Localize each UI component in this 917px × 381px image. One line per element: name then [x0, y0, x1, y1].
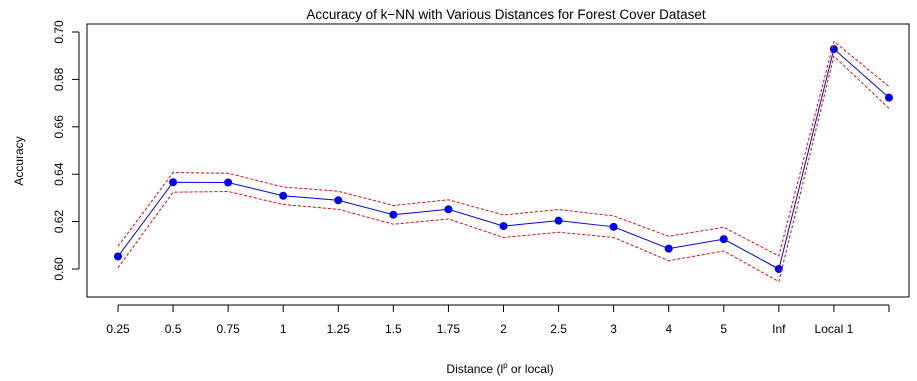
data-point	[334, 196, 343, 205]
y-tick-label: 0.62	[52, 210, 66, 234]
series-upper-bound	[117, 40, 890, 257]
y-axis-label: Accuracy	[12, 136, 26, 185]
data-point	[169, 178, 178, 187]
data-point	[664, 244, 673, 253]
x-axis-label-main: Distance (l	[446, 362, 503, 376]
data-point	[719, 235, 728, 244]
data-point	[554, 216, 563, 225]
series-layer	[114, 40, 893, 283]
x-tick-label: 5	[720, 322, 727, 336]
x-tick-label: 1.75	[437, 322, 461, 336]
x-tick-label: 2	[500, 322, 507, 336]
x-axis: 0.25 0.5 0.75 1 1.25 1.5 1.75 2 2.5 3 4 5 Inf Local 1	[106, 304, 890, 336]
y-axis: 0.60 0.62 0.64 0.66 0.68 0.70	[52, 20, 80, 281]
x-tick-label: Inf	[772, 322, 786, 336]
x-axis-label: Distance (lp or local)	[446, 361, 553, 376]
data-point	[609, 222, 618, 231]
x-tick-label: Local 1	[815, 322, 854, 336]
x-tick-label: 0.25	[106, 322, 130, 336]
data-point	[279, 191, 288, 200]
data-point	[114, 252, 122, 261]
data-point	[224, 178, 233, 187]
x-tick-label: 2.5	[550, 322, 567, 336]
plot-frame	[86, 23, 910, 298]
x-tick-label: 1	[280, 322, 287, 336]
data-point	[774, 265, 783, 273]
chart-title: Accuracy of k−NN with Various Distances …	[306, 7, 706, 22]
x-tick-label: 0.5	[165, 322, 182, 336]
y-tick-label: 0.68	[52, 67, 66, 91]
data-point	[389, 210, 398, 219]
data-point	[444, 205, 453, 214]
x-tick-label: 1.25	[327, 322, 351, 336]
data-point	[884, 93, 893, 102]
x-axis-label-rest: or local)	[508, 362, 554, 376]
series-line-upper-bound	[117, 40, 890, 257]
series-line-lower-bound	[117, 55, 890, 283]
x-axis-label-superscript: p	[503, 361, 508, 370]
x-tick-label: 3	[610, 322, 617, 336]
x-tick-label: 4	[665, 322, 672, 336]
series-mean	[114, 45, 893, 273]
y-tick-label: 0.66	[52, 115, 66, 139]
x-tick-label: 1.5	[385, 322, 402, 336]
x-tick-label: 0.75	[216, 322, 240, 336]
y-tick-label: 0.64	[52, 162, 66, 186]
series-line-mean	[117, 48, 890, 270]
series-lower-bound	[117, 55, 890, 283]
y-tick-label: 0.60	[52, 257, 66, 281]
y-tick-label: 0.70	[52, 20, 66, 44]
data-point	[499, 222, 508, 231]
